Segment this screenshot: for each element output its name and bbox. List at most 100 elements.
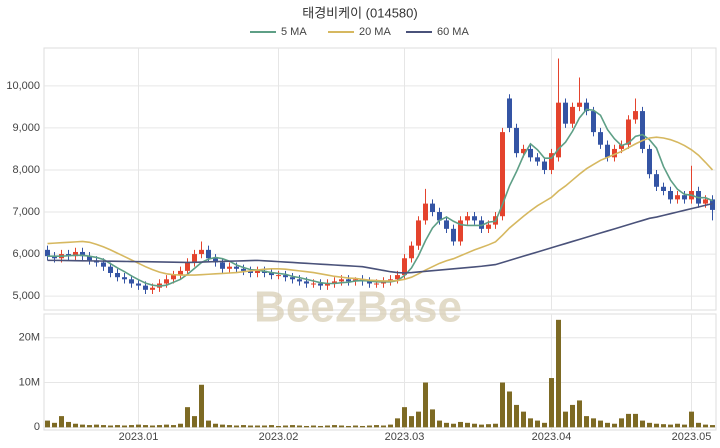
- volume-bar: [325, 425, 330, 428]
- candle-body: [563, 102, 568, 124]
- candle-body: [458, 220, 463, 242]
- volume-bar: [234, 425, 239, 428]
- ma-line: [47, 136, 714, 282]
- ma-line: [47, 108, 713, 287]
- volume-bar: [521, 411, 526, 428]
- candle-body: [612, 148, 617, 158]
- candle-body: [633, 111, 638, 120]
- volume-bar: [514, 404, 519, 428]
- candle-body: [115, 272, 120, 278]
- volume-bar: [178, 423, 183, 428]
- ma-line: [47, 202, 713, 274]
- volume-bar: [122, 425, 127, 428]
- volume-bar: [416, 411, 421, 428]
- candle-body: [395, 275, 400, 280]
- legend-label: 5 MA: [281, 26, 307, 38]
- candle-body: [402, 258, 407, 276]
- x-tick-label: 2023.05: [672, 431, 712, 443]
- volume-bar: [661, 424, 666, 428]
- candle-body: [129, 279, 134, 284]
- candle-body: [297, 279, 302, 282]
- volume-bar: [157, 425, 162, 428]
- volume-bar: [227, 425, 232, 428]
- candle-body: [80, 251, 85, 257]
- volume-bar: [563, 411, 568, 428]
- price-panel: [43, 47, 717, 311]
- candle-body: [549, 153, 554, 170]
- volume-bar: [549, 378, 554, 428]
- candle-body: [668, 190, 673, 200]
- volume-bar: [619, 418, 624, 428]
- volume-bar: [381, 425, 386, 428]
- candle-body: [367, 281, 372, 284]
- candle-body: [136, 283, 141, 286]
- y-tick-label: 20M: [19, 332, 40, 344]
- candle-body: [269, 272, 274, 276]
- y-tick-label: 10,000: [6, 80, 40, 92]
- volume-bar: [192, 416, 197, 428]
- volume-bar: [591, 418, 596, 428]
- volume-bar: [255, 425, 260, 428]
- candle-body: [150, 287, 155, 290]
- candle-body: [626, 119, 631, 145]
- volume-bar: [710, 425, 715, 428]
- volume-bar: [647, 422, 652, 428]
- candle-body: [710, 199, 715, 210]
- volume-bar: [493, 423, 498, 428]
- candle-body: [374, 283, 379, 285]
- candle-body: [444, 220, 449, 229]
- candle-body: [416, 220, 421, 246]
- candle-body: [213, 258, 218, 263]
- volume-panel: [43, 313, 717, 431]
- candle-body: [584, 102, 589, 112]
- candle-body: [521, 148, 526, 154]
- candle-body: [171, 275, 176, 280]
- volume-bar: [311, 425, 316, 428]
- candle-body: [276, 275, 281, 277]
- x-tick-label: 2023.02: [259, 431, 299, 443]
- volume-bar: [73, 423, 78, 428]
- volume-bar: [367, 425, 372, 428]
- candle-body: [220, 262, 225, 269]
- volume-bar: [444, 422, 449, 428]
- volume-bar: [80, 424, 85, 428]
- candle-body: [87, 256, 92, 261]
- candle-body: [423, 203, 428, 221]
- volume-bar: [143, 425, 148, 428]
- volume-bar: [430, 409, 435, 428]
- volume-bar: [87, 425, 92, 428]
- candle-body: [542, 161, 547, 170]
- candle-body: [647, 148, 652, 175]
- volume-bar: [486, 424, 491, 428]
- watermark: BeezBase: [254, 283, 462, 332]
- candle-body: [192, 254, 197, 263]
- volume-bar: [395, 418, 400, 428]
- candle-body: [325, 283, 330, 286]
- volume-bar: [423, 382, 428, 428]
- y-tick-label: 8,000: [12, 164, 40, 176]
- volume-bar: [241, 425, 246, 428]
- candle-body: [528, 148, 533, 158]
- volume-bar: [605, 422, 610, 428]
- volume-bar: [577, 400, 582, 428]
- candle-body: [227, 266, 232, 269]
- volume-bar: [45, 420, 50, 428]
- x-tick-label: 2023.04: [532, 431, 572, 443]
- volume-bar: [388, 424, 393, 428]
- candle-body: [318, 283, 323, 286]
- volume-bar: [668, 424, 673, 428]
- candle-body: [556, 102, 561, 158]
- candle-body: [101, 262, 106, 267]
- volume-bar: [374, 425, 379, 428]
- volume-bar: [346, 425, 351, 428]
- candle-body: [591, 111, 596, 133]
- volume-bar: [507, 391, 512, 428]
- candle-body: [577, 102, 582, 107]
- candle-body: [241, 268, 246, 271]
- volume-bar: [290, 425, 295, 428]
- volume-bar: [213, 423, 218, 428]
- volume-bar: [696, 422, 701, 428]
- volume-bar: [199, 384, 204, 428]
- candle-body: [311, 283, 316, 285]
